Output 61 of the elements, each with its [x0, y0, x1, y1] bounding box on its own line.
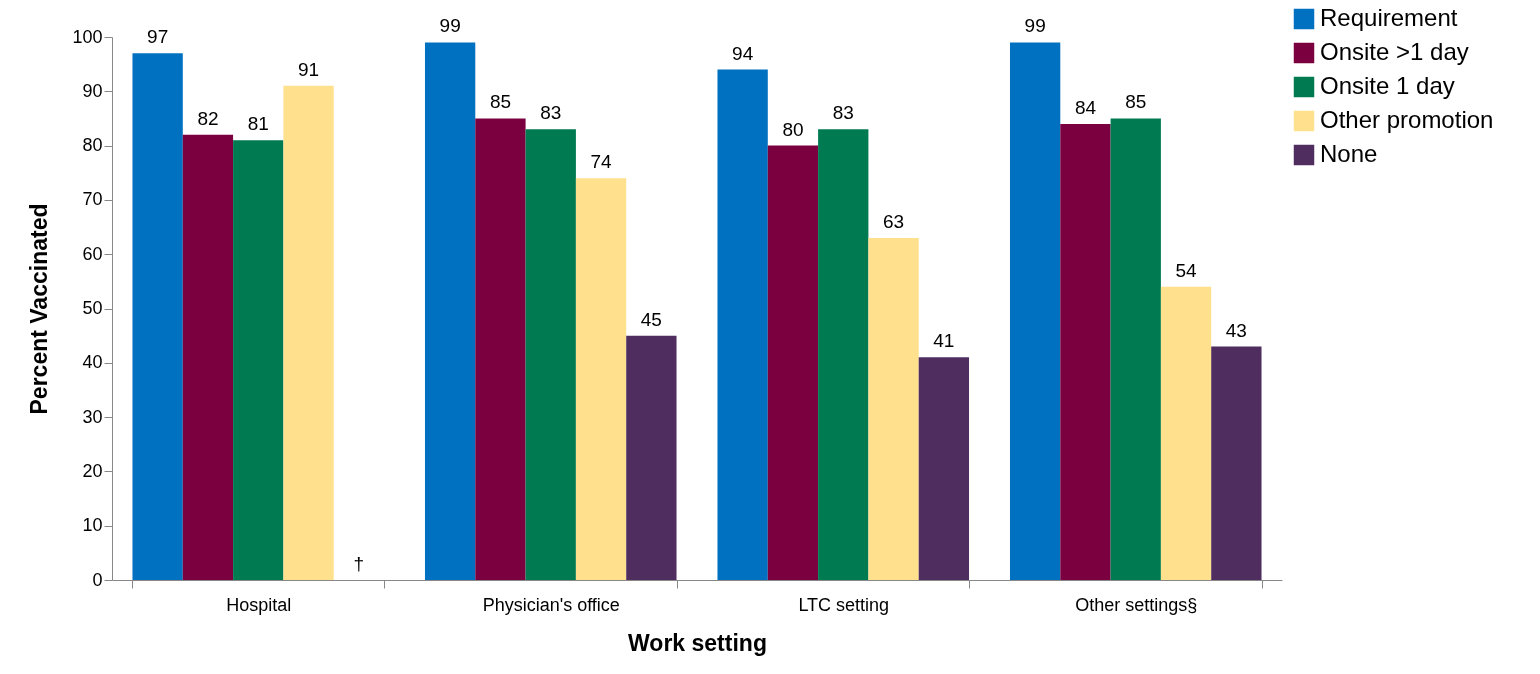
bar	[818, 129, 869, 580]
bar	[525, 129, 576, 580]
legend-label: Requirement	[1320, 4, 1458, 31]
bar	[233, 140, 284, 580]
y-tick-label: 60	[82, 243, 103, 264]
bar	[868, 237, 919, 580]
bar	[575, 178, 627, 580]
bar	[717, 69, 768, 580]
legend-label: Onsite >1 day	[1320, 38, 1469, 65]
bar	[1009, 42, 1061, 580]
data-label: 45	[640, 308, 662, 330]
legend-label: Other promotion	[1320, 106, 1494, 133]
data-label: 99	[1024, 15, 1046, 37]
y-tick-label: 30	[82, 406, 103, 427]
bar	[1211, 346, 1262, 580]
data-label: 83	[832, 102, 854, 124]
data-label: 80	[782, 118, 804, 140]
y-tick-label: 40	[82, 352, 103, 373]
y-tick-label: 100	[72, 26, 103, 47]
bar	[132, 53, 183, 580]
y-axis-title: Percent Vaccinated	[26, 203, 53, 415]
data-label: 97	[147, 26, 169, 48]
data-label: 85	[489, 91, 512, 113]
bar	[283, 85, 334, 580]
bar	[767, 145, 819, 580]
x-tick-label: LTC setting	[798, 594, 890, 615]
x-tick-label: Other settings§	[1075, 594, 1198, 615]
data-label: 41	[933, 330, 955, 352]
y-tick-label: 10	[82, 515, 103, 536]
y-tick-label: 20	[82, 460, 103, 481]
data-label: 91	[297, 58, 320, 80]
data-label: 82	[197, 107, 219, 129]
data-label: 83	[540, 102, 562, 124]
y-tick-label: 70	[82, 189, 103, 210]
y-tick-label: 80	[82, 135, 103, 156]
data-label: 85	[1125, 91, 1147, 113]
y-tick-label: 50	[82, 298, 103, 318]
bar	[626, 335, 677, 580]
data-label: 84	[1074, 96, 1097, 118]
data-label: 74	[590, 151, 613, 173]
bar	[475, 118, 526, 580]
legend-label: Onsite 1 day	[1320, 72, 1455, 99]
data-label: 43	[1225, 319, 1247, 341]
y-tick-label: 90	[82, 80, 103, 101]
bar	[1060, 123, 1111, 580]
data-label: 99	[439, 15, 461, 37]
bar	[1110, 118, 1161, 580]
x-tick-label: Hospital	[226, 594, 292, 615]
x-tick-label: Physician's office	[482, 594, 620, 615]
bar	[424, 42, 476, 580]
bar	[1160, 286, 1212, 580]
bar	[182, 134, 234, 580]
data-label: 54	[1175, 259, 1198, 281]
text: †	[353, 553, 365, 574]
legend-label: None	[1320, 140, 1378, 167]
data-label: 81	[247, 113, 269, 135]
y-tick-label: 0	[92, 569, 103, 590]
x-axis-title: Work setting	[628, 629, 767, 656]
data-label: 63	[882, 210, 905, 232]
data-label: 94	[732, 42, 754, 64]
bar	[918, 357, 970, 580]
